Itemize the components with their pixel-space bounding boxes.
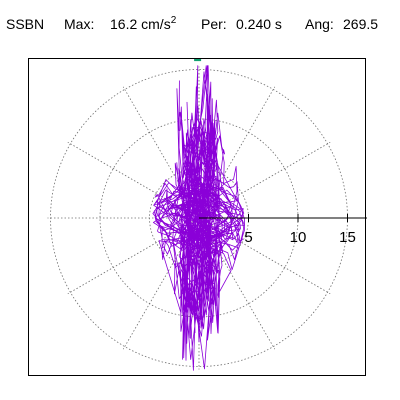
max-amplitude-marker <box>194 59 202 62</box>
period-label: Per: <box>201 16 227 32</box>
max-unit-superscript: 2 <box>170 15 177 26</box>
angle-label: Ang: <box>305 16 334 32</box>
radial-tick-label-5: 5 <box>244 229 252 246</box>
max-value: 16.2 cm/s2 <box>110 15 177 32</box>
plot-area: 5 10 15 <box>28 58 367 376</box>
particle-motion-trace <box>152 65 245 371</box>
period-value: 0.240 s <box>236 16 282 32</box>
plot-header: SSBN Max: 16.2 cm/s2 Per: 0.240 s Ang: 2… <box>0 0 400 40</box>
particle-motion-chart: 5 10 15 <box>47 59 367 371</box>
station-name: SSBN <box>6 16 45 32</box>
radial-tick-label-10: 10 <box>290 229 307 246</box>
max-label: Max: <box>64 16 95 32</box>
max-value-text: 16.2 cm/s <box>110 16 171 32</box>
radial-tick-label-15: 15 <box>339 229 356 246</box>
angle-value: 269.5 <box>343 16 379 32</box>
